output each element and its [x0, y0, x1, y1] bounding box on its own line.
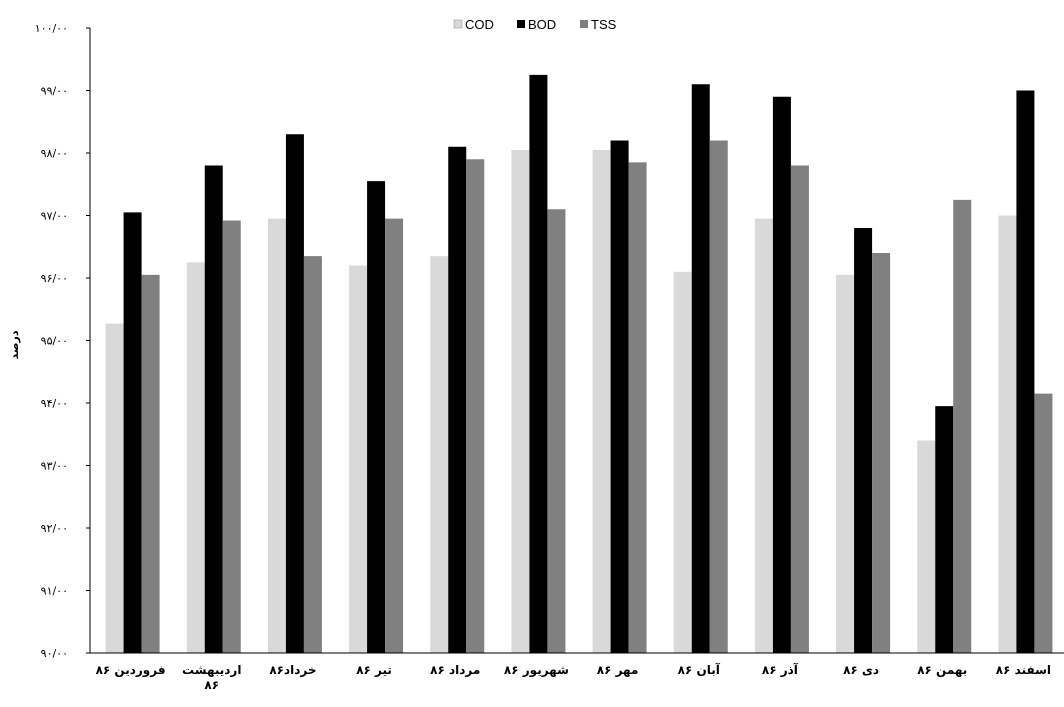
bar-tss [303, 256, 322, 653]
bar-tss [141, 274, 160, 653]
bar-tss [385, 218, 404, 653]
bar-cod [836, 274, 855, 653]
x-tick-label: دی ۸۶ [843, 663, 879, 677]
x-tick-label: مهر ۸۶ [597, 663, 639, 677]
bar-bod [854, 228, 873, 653]
x-tick-label: خرداد۸۶ [269, 663, 316, 677]
legend-label-tss: TSS [591, 17, 617, 32]
bar-cod [998, 215, 1017, 653]
bar-tss [953, 199, 972, 653]
bar-cod [186, 262, 205, 653]
bar-cod [754, 218, 773, 653]
x-tick-label: تیر ۸۶ [356, 663, 392, 677]
y-tick-label: ۹۹/۰۰ [41, 85, 68, 98]
bar-cod [267, 218, 286, 653]
legend-label-bod: BOD [528, 17, 556, 32]
bar-bod [529, 74, 548, 653]
bar-bod [204, 165, 223, 653]
legend-label-cod: COD [465, 17, 494, 32]
bar-bod [610, 140, 629, 653]
legend-swatch-cod [453, 19, 463, 29]
x-tick-label: اسفند ۸۶ [996, 663, 1051, 677]
y-axis: ۹۰/۰۰ ۹۱/۰۰ ۹۲/۰۰ ۹۳/۰۰ ۹۴/۰۰ ۹۵/۰۰ ۹۶/۰۰ ۹۷/۰۰… [35, 22, 91, 660]
y-tick-label: ۹۴/۰۰ [41, 397, 68, 410]
bar-cod [430, 256, 449, 653]
y-tick-label: ۹۵/۰۰ [41, 335, 68, 348]
bar-tss [872, 253, 891, 653]
bar-tss [1034, 393, 1053, 653]
bar-bod [772, 96, 791, 653]
y-tick-label: ۹۳/۰۰ [41, 460, 68, 473]
bar-bod [935, 406, 954, 653]
bar-bod [448, 146, 467, 653]
y-tick-label: ۹۷/۰۰ [41, 210, 68, 223]
bar-tss [628, 162, 647, 653]
y-tick-label: ۱۰۰/۰۰ [35, 22, 68, 35]
x-tick-label: شهریور ۸۶ [504, 663, 569, 678]
legend-swatch-bod [517, 20, 525, 28]
bar-cod [511, 149, 530, 653]
legend: COD BOD TSS [453, 17, 617, 32]
bars [105, 74, 1053, 653]
bar-bod [123, 212, 142, 653]
bar-cod [105, 323, 124, 653]
bar-bod [691, 84, 710, 653]
bar-tss [790, 165, 809, 653]
x-tick-label: مرداد ۸۶ [430, 663, 480, 677]
x-tick-label: بهمن ۸۶ [917, 663, 967, 677]
bar-tss [466, 159, 485, 653]
y-tick-label: ۹۰/۰۰ [41, 647, 68, 660]
bar-bod [1016, 90, 1035, 653]
bar-cod [592, 149, 611, 653]
x-tick-label: فروردین ۸۶ [96, 663, 166, 678]
x-tick-label: آذر ۸۶ [762, 662, 799, 677]
bar-bod [285, 134, 304, 653]
x-tick-label: آبان ۸۶ [678, 662, 721, 677]
bar-cod [349, 265, 368, 653]
y-tick-label: ۹۱/۰۰ [41, 585, 68, 598]
x-tick-label: اردیبهشت [182, 663, 241, 677]
y-tick-label: ۹۲/۰۰ [41, 522, 68, 535]
bar-tss [547, 209, 566, 653]
bar-bod [367, 181, 386, 653]
bar-cod [917, 440, 936, 653]
bar-tss [222, 220, 241, 653]
bar-tss [709, 140, 728, 653]
y-tick-label: ۹۶/۰۰ [41, 272, 68, 285]
legend-swatch-tss [580, 20, 588, 28]
y-tick-label: ۹۸/۰۰ [41, 147, 68, 160]
y-axis-label: درصد [8, 330, 21, 359]
x-tick-label-line2: ۸۶ [204, 678, 219, 692]
bar-cod [673, 271, 692, 653]
